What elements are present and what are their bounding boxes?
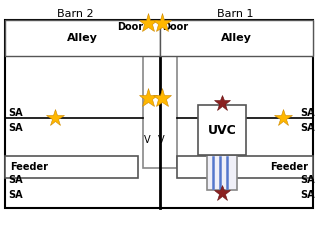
Text: Feeder: Feeder (270, 162, 308, 172)
Bar (177, 156, 313, 178)
Bar (160, 20, 313, 56)
Text: SA: SA (8, 190, 23, 200)
Text: SA: SA (8, 123, 23, 133)
Text: Door: Door (162, 22, 188, 32)
Bar (207, 155, 237, 190)
Text: SA: SA (8, 175, 23, 185)
Text: Alley: Alley (221, 33, 252, 43)
Bar (5, 20, 313, 208)
Text: Feeder: Feeder (10, 162, 48, 172)
Text: SA: SA (300, 175, 315, 185)
Text: Barn 2: Barn 2 (57, 9, 93, 19)
Text: Alley: Alley (67, 33, 98, 43)
Text: SA: SA (300, 123, 315, 133)
Text: UVC: UVC (208, 124, 236, 137)
Text: V: V (158, 135, 164, 145)
Text: SA: SA (300, 190, 315, 200)
Text: Door: Door (117, 22, 143, 32)
Bar (143, 28, 177, 168)
Text: Barn 1: Barn 1 (217, 9, 253, 19)
Bar (5, 20, 160, 56)
Text: SA: SA (300, 108, 315, 118)
Bar (5, 156, 138, 178)
Text: V: V (144, 135, 150, 145)
Text: SA: SA (8, 108, 23, 118)
Bar (198, 105, 246, 155)
